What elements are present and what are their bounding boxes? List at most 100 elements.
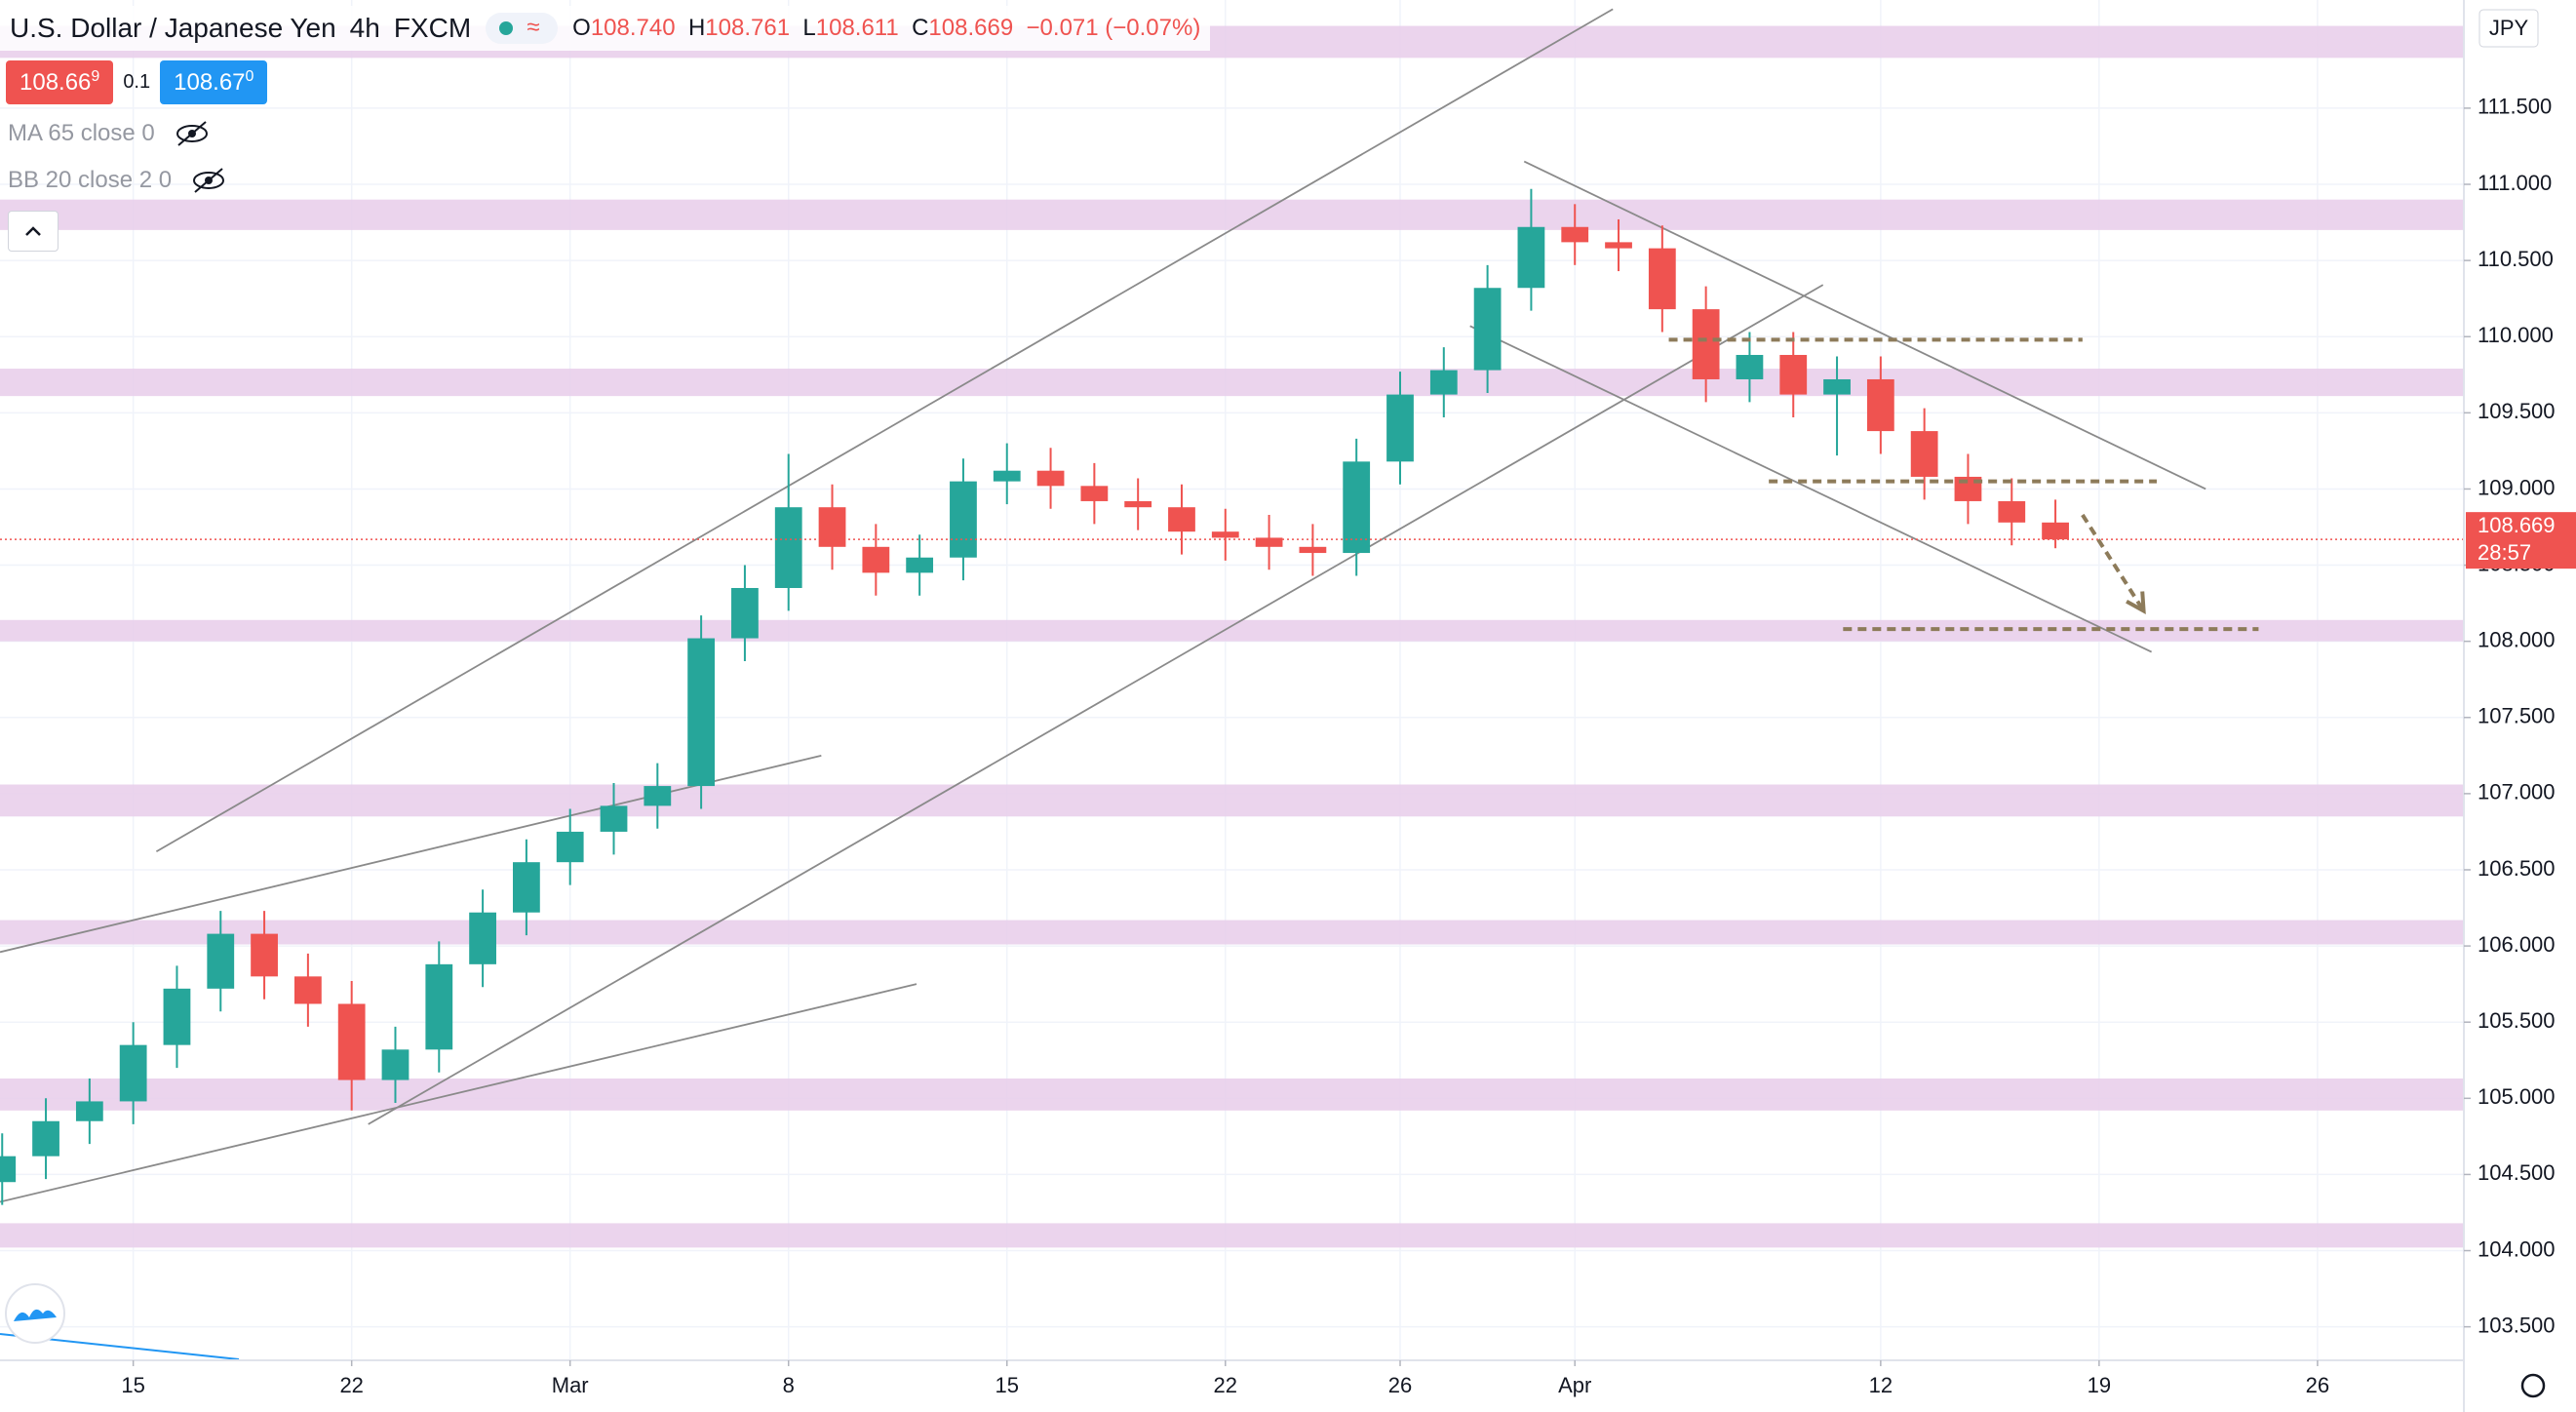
candle-body: [513, 862, 540, 913]
x-tick-label: Mar: [552, 1373, 589, 1397]
interval[interactable]: 4h: [349, 13, 380, 43]
time-axis-bg: [0, 1360, 2464, 1412]
hidden-eye-icon[interactable]: [189, 166, 228, 195]
y-tick-label: 111.000: [2478, 171, 2552, 195]
y-tick-label: 104.500: [2478, 1160, 2556, 1185]
candle-body: [337, 1003, 366, 1080]
y-tick-label: 106.000: [2478, 932, 2556, 957]
settings-icon[interactable]: [2520, 1373, 2546, 1398]
last-price-tag: [2466, 512, 2576, 569]
ohlc-value: 108.740: [590, 15, 676, 41]
candle-body: [1692, 309, 1720, 379]
price-zone: [0, 369, 2464, 397]
hidden-eye-icon[interactable]: [173, 119, 212, 148]
candle-body: [1473, 288, 1502, 371]
y-tick-label: 110.000: [2478, 323, 2554, 347]
ask: 108.67: [174, 69, 246, 96]
candle-body: [1779, 354, 1808, 395]
ohlc-values: O108.740 H108.761 L108.611 C108.669 −0.0…: [572, 15, 1200, 42]
candle-body: [1648, 248, 1676, 310]
candle-body: [1998, 500, 2026, 523]
buy-button[interactable]: 108.670: [160, 60, 268, 104]
candle-body: [862, 546, 890, 573]
chevron-icon: [25, 226, 41, 236]
candle-body: [1343, 461, 1371, 554]
indicator-label[interactable]: BB 20 close 2 0: [8, 167, 173, 193]
sell-button[interactable]: 108.669: [6, 60, 114, 104]
price-boxes: 108.669 0.1 108.670: [6, 60, 268, 104]
candle-body: [993, 470, 1021, 482]
price-zone: [0, 1223, 2464, 1248]
x-tick-label: 22: [339, 1373, 363, 1397]
x-tick-label: 26: [2306, 1373, 2329, 1397]
y-tick-label: 103.500: [2478, 1313, 2556, 1337]
x-tick-label: 15: [121, 1373, 144, 1397]
indicator-row: MA 65 close 0: [8, 119, 212, 148]
x-tick-label: 26: [1388, 1373, 1412, 1397]
trend-line: [368, 284, 1824, 1125]
logo-mark: [14, 1309, 57, 1321]
indicator-label[interactable]: MA 65 close 0: [8, 120, 155, 146]
x-tick-label: 12: [1869, 1373, 1893, 1397]
y-tick-label: 106.500: [2478, 856, 2556, 881]
candle-body: [1255, 537, 1283, 547]
candle-body: [1036, 470, 1065, 487]
status-pill: ≈: [486, 13, 559, 44]
candle-body: [644, 786, 672, 806]
ohlc-key: C: [912, 15, 929, 41]
candle-body: [469, 912, 496, 964]
price-zone: [0, 784, 2464, 817]
x-tick-label: 8: [783, 1373, 795, 1397]
trend-line: [0, 983, 917, 1203]
candle-body: [1561, 226, 1589, 243]
candle-body: [774, 507, 802, 588]
price-zone: [0, 199, 2464, 230]
candle-body: [32, 1120, 59, 1157]
candle-body: [1386, 394, 1414, 462]
currency-button[interactable]: [2478, 9, 2539, 48]
price-axis-bg: [2464, 0, 2576, 1412]
price-zone: [0, 1079, 2464, 1111]
candle-body: [207, 933, 235, 989]
currency-label: JPY: [2489, 16, 2529, 40]
candle-body: [75, 1101, 103, 1121]
price-zone: [0, 920, 2464, 945]
trend-line: [0, 754, 822, 954]
candle-body: [556, 831, 584, 863]
candle-body: [1168, 507, 1195, 532]
countdown-label: 28:57: [2478, 540, 2531, 565]
candle-body: [1910, 431, 1938, 477]
candle-body: [950, 481, 977, 558]
symbol[interactable]: U.S. Dollar / Japanese Yen: [10, 13, 336, 43]
candle-body: [381, 1049, 410, 1080]
trend-line: [155, 8, 1614, 853]
legend-header: U.S. Dollar / Japanese Yen 4h FXCM ≈ O10…: [0, 6, 1211, 51]
candle-body: [687, 638, 716, 787]
candle-body: [600, 805, 628, 832]
candle-body: [1211, 531, 1239, 538]
y-tick-label: 109.500: [2478, 399, 2556, 423]
trend-line: [1523, 160, 2206, 490]
y-tick-label: 111.500: [2478, 95, 2552, 119]
svg-text:≈: ≈: [527, 14, 540, 40]
price-zone: [0, 619, 2464, 642]
y-tick-label: 104.000: [2478, 1236, 2556, 1261]
candle-body: [0, 1156, 17, 1183]
candle-body: [1823, 378, 1851, 395]
change-pct: (−0.07%): [1105, 15, 1201, 41]
ohlc-key: H: [687, 15, 706, 41]
candle-body: [731, 587, 759, 639]
change: −0.071: [1026, 15, 1099, 41]
ohlc-key: O: [572, 15, 591, 41]
y-tick-label: 110.500: [2478, 247, 2554, 271]
x-tick-label: 22: [1214, 1373, 1237, 1397]
y-tick-label: 107.000: [2478, 780, 2556, 804]
y-tick-label: 105.000: [2478, 1084, 2556, 1109]
ohlc-value: 108.611: [815, 15, 899, 41]
indicator-row: BB 20 close 2 0: [8, 166, 228, 195]
candle-body: [818, 507, 846, 547]
collapse-button[interactable]: [8, 211, 59, 252]
candle-body: [163, 988, 191, 1045]
ohlc-value: 108.669: [928, 15, 1014, 41]
